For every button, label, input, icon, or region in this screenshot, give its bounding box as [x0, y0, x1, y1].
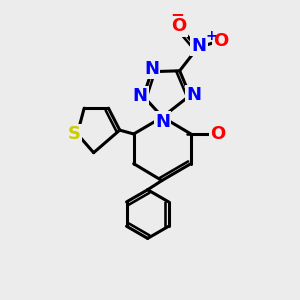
- Text: N: N: [191, 37, 206, 55]
- Text: O: O: [213, 32, 228, 50]
- Text: N: N: [155, 112, 170, 130]
- Text: O: O: [210, 125, 225, 143]
- Text: N: N: [144, 60, 159, 78]
- Text: N: N: [132, 87, 147, 105]
- Text: O: O: [171, 17, 186, 35]
- Text: +: +: [206, 29, 218, 43]
- Text: S: S: [67, 125, 80, 143]
- Text: −: −: [170, 5, 184, 23]
- Text: N: N: [186, 86, 201, 104]
